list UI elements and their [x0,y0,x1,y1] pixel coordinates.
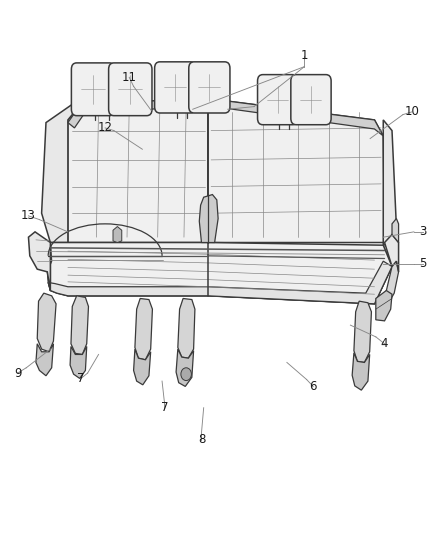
Polygon shape [208,99,385,243]
Text: 3: 3 [419,225,426,238]
Text: 4: 4 [381,337,389,350]
Text: 7: 7 [160,401,168,414]
FancyBboxPatch shape [109,63,152,116]
Text: 7: 7 [77,372,85,385]
Polygon shape [36,344,53,376]
Circle shape [181,368,191,381]
FancyBboxPatch shape [155,62,196,113]
Text: 5: 5 [419,257,426,270]
Polygon shape [48,261,392,304]
Polygon shape [208,99,383,136]
Text: 6: 6 [309,380,317,393]
Text: 9: 9 [14,367,21,379]
Text: 13: 13 [21,209,36,222]
Polygon shape [383,120,396,245]
Polygon shape [354,301,371,362]
Polygon shape [68,99,208,128]
Polygon shape [37,293,56,352]
Polygon shape [178,298,195,358]
Polygon shape [50,243,392,304]
Polygon shape [70,346,87,378]
Polygon shape [385,235,399,272]
Polygon shape [28,232,50,290]
Text: 1: 1 [300,50,308,62]
FancyBboxPatch shape [71,63,115,116]
FancyBboxPatch shape [258,75,298,125]
Polygon shape [352,353,370,390]
Polygon shape [68,99,208,243]
FancyBboxPatch shape [189,62,230,113]
Polygon shape [134,349,151,385]
Polygon shape [383,261,399,305]
Polygon shape [113,227,122,243]
Text: 10: 10 [404,106,419,118]
Text: 11: 11 [122,71,137,84]
Polygon shape [199,195,218,243]
Polygon shape [392,219,399,243]
Polygon shape [42,101,81,243]
Polygon shape [376,290,392,321]
Polygon shape [71,296,88,354]
Text: 12: 12 [98,122,113,134]
Polygon shape [48,245,392,304]
Polygon shape [135,298,152,360]
FancyBboxPatch shape [291,75,331,125]
Polygon shape [47,243,52,290]
Text: 8: 8 [198,433,205,446]
Polygon shape [176,349,194,386]
